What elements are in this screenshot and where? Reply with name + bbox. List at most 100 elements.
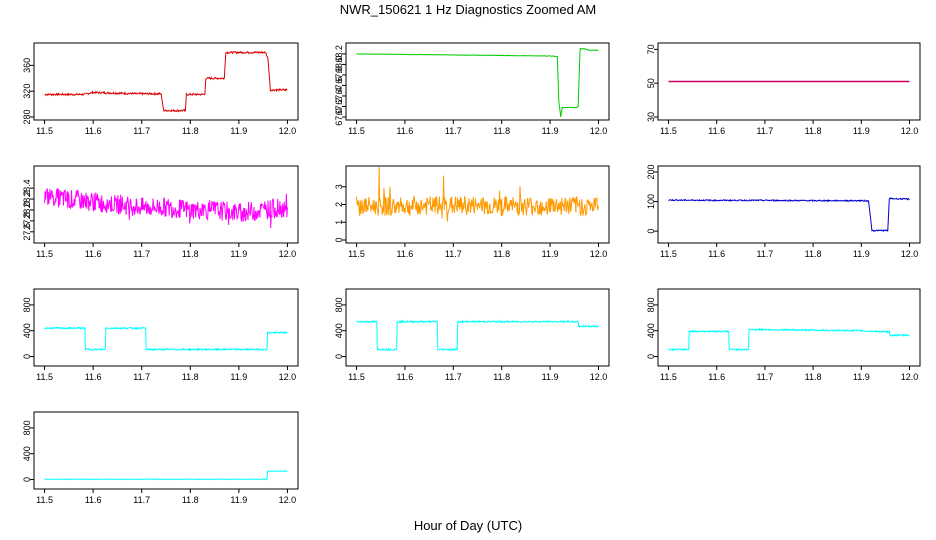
- x-tick-label: 11.5: [660, 126, 677, 136]
- x-tick-label: 11.9: [853, 126, 870, 136]
- x-tick-label: 11.6: [708, 249, 725, 259]
- plot-frame: [33, 411, 299, 490]
- x-tick-label: 11.5: [660, 372, 677, 382]
- x-tick-label: 11.7: [756, 126, 773, 136]
- x-tick-label: 11.7: [445, 249, 462, 259]
- panel-6: 11.5 11.6 11.7 11.8 11.9 12.0 0 100 200: [646, 164, 921, 259]
- panel-7: 11.5 11.6 11.7 11.8 11.9 12.0 0 400 800: [22, 288, 299, 382]
- y-tick-label: 0: [334, 354, 344, 359]
- y-tick-label: 0: [22, 477, 32, 482]
- x-tick-label: 11.8: [805, 126, 822, 136]
- y-tick-label: 3: [334, 184, 344, 189]
- y-tick-label: 28.0: [22, 201, 32, 219]
- panel-10: 11.5 11.6 11.7 11.8 11.9 12.0 0 400 800: [22, 411, 299, 505]
- plot-frame: [657, 42, 921, 121]
- series-line: [668, 327, 910, 352]
- panel-5: 11.5 11.6 11.7 11.8 11.9 12.0 0 1 2 3: [334, 165, 610, 259]
- y-tick-label: 0: [22, 354, 32, 359]
- y-tick-label: 68.0: [334, 56, 344, 74]
- x-tick-label: 11.6: [396, 372, 413, 382]
- x-tick-label: 11.9: [542, 249, 559, 259]
- x-tick-label: 11.7: [133, 495, 150, 505]
- y-tick-label: 280: [22, 109, 32, 124]
- x-tick-label: 11.8: [493, 372, 510, 382]
- x-tick-label: 11.6: [85, 372, 102, 382]
- x-tick-label: 12.0: [279, 249, 297, 259]
- x-tick-label: 12.0: [279, 126, 297, 136]
- x-tick-label: 11.6: [708, 372, 725, 382]
- y-tick-label: 67.2: [334, 98, 344, 116]
- panel-4: 11.5 11.6 11.7 11.8 11.9 12.0 27.627.828.028.2…: [22, 165, 299, 259]
- panel-3: 11.5 11.6 11.7 11.8 11.9 12.0 30 50 70: [646, 42, 921, 136]
- y-tick-label: 100: [646, 194, 656, 209]
- x-tick-label: 11.9: [230, 249, 247, 259]
- x-tick-label: 12.0: [901, 126, 919, 136]
- panel-9: 11.5 11.6 11.7 11.8 11.9 12.0 0 400 800: [646, 288, 921, 382]
- page-title: NWR_150621 1 Hz Diagnostics Zoomed AM: [339, 2, 597, 17]
- x-tick-label: 11.6: [396, 126, 413, 136]
- plot-frame: [33, 165, 299, 244]
- x-axis-label: Hour of Day (UTC): [413, 518, 523, 533]
- x-tick-label: 11.8: [805, 372, 822, 382]
- x-tick-label: 11.5: [348, 126, 365, 136]
- series-line: [356, 319, 599, 352]
- x-tick-label: 11.8: [182, 372, 199, 382]
- y-tick-label: 67.6: [334, 77, 344, 95]
- y-tick-label: 28.4: [22, 179, 32, 197]
- y-tick-label: 0: [646, 229, 656, 234]
- x-tick-label: 11.7: [445, 372, 462, 382]
- x-tick-label: 11.5: [348, 249, 365, 259]
- y-tick-label: 320: [22, 84, 32, 99]
- y-tick-label: 27.6: [22, 223, 32, 241]
- x-tick-label: 11.9: [542, 372, 559, 382]
- series-line: [356, 167, 599, 222]
- y-tick-label: 0: [334, 237, 344, 242]
- x-tick-label: 11.6: [708, 126, 725, 136]
- x-tick-label: 12.0: [901, 372, 919, 382]
- series-line: [44, 188, 288, 229]
- y-tick-label: 200: [646, 164, 656, 179]
- plot-frame: [33, 42, 299, 121]
- x-tick-label: 12.0: [590, 372, 608, 382]
- x-tick-label: 11.9: [230, 372, 247, 382]
- x-tick-label: 11.8: [493, 126, 510, 136]
- panel-8: 11.5 11.6 11.7 11.8 11.9 12.0 0 400 800: [334, 288, 610, 382]
- y-tick-label: 400: [334, 323, 344, 338]
- y-tick-label: 70: [646, 44, 656, 54]
- x-tick-label: 11.7: [756, 372, 773, 382]
- y-tick-label: 400: [22, 323, 32, 338]
- y-tick-label: 67.8: [334, 66, 344, 84]
- x-tick-label: 11.7: [756, 249, 773, 259]
- y-tick-label: 67.4: [334, 87, 344, 105]
- x-tick-label: 11.6: [85, 126, 102, 136]
- panel-1: 11.5 11.6 11.7 11.8 11.9 12.0 280 320 360: [22, 42, 299, 136]
- y-tick-label: 400: [22, 446, 32, 461]
- y-tick-label: 800: [334, 297, 344, 312]
- y-tick-label: 30: [646, 112, 656, 122]
- y-tick-label: 28.2: [22, 190, 32, 208]
- y-tick-label: 800: [22, 420, 32, 435]
- x-tick-label: 11.5: [36, 372, 53, 382]
- x-tick-label: 12.0: [279, 495, 297, 505]
- y-tick-label: 27.8: [22, 212, 32, 230]
- y-tick-label: 68.2: [334, 45, 344, 63]
- y-tick-label: 400: [646, 323, 656, 338]
- x-tick-label: 11.9: [230, 495, 247, 505]
- x-tick-label: 11.8: [805, 249, 822, 259]
- x-tick-label: 11.5: [36, 126, 53, 136]
- x-tick-label: 11.5: [348, 372, 365, 382]
- x-tick-label: 11.9: [853, 249, 870, 259]
- series-line: [44, 326, 288, 352]
- y-tick-label: 360: [22, 58, 32, 73]
- x-tick-label: 11.8: [182, 249, 199, 259]
- y-tick-label: 2: [334, 202, 344, 207]
- x-tick-label: 11.8: [182, 495, 199, 505]
- x-tick-label: 11.7: [133, 126, 150, 136]
- plot-frame: [657, 165, 921, 244]
- y-tick-label: 50: [646, 78, 656, 88]
- x-tick-label: 11.6: [85, 495, 102, 505]
- x-tick-label: 11.5: [36, 495, 53, 505]
- x-tick-label: 11.7: [445, 126, 462, 136]
- x-tick-label: 12.0: [590, 126, 608, 136]
